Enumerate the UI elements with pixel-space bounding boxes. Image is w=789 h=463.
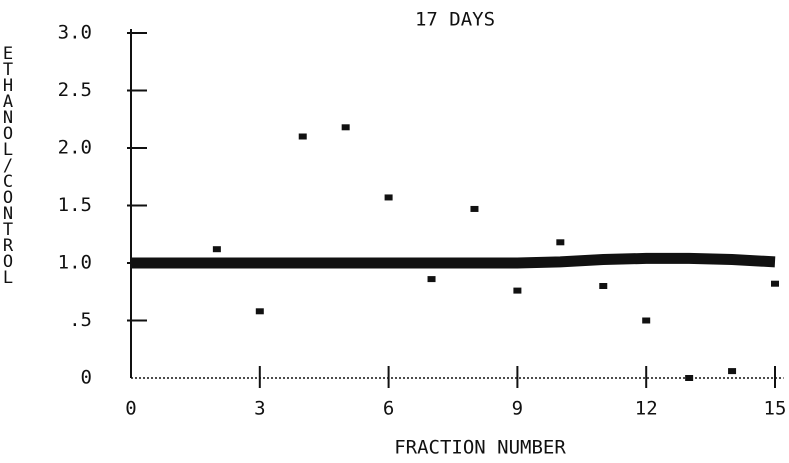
point [255, 308, 264, 315]
point [470, 205, 479, 212]
point [341, 124, 350, 131]
point [599, 283, 608, 289]
x-tick-label: 15 [764, 398, 787, 420]
point [685, 375, 694, 381]
chart-title: 17 DAYS [415, 9, 495, 31]
point [771, 280, 779, 287]
y-tick-label: 1.0 [58, 252, 92, 274]
point [212, 246, 221, 253]
x-tick-label: 12 [635, 398, 658, 420]
y-tick-label: 2.5 [58, 79, 92, 101]
point [642, 317, 651, 324]
point [728, 368, 737, 375]
point [427, 276, 436, 283]
y-tick-label: 1.5 [58, 194, 92, 216]
x-axis-label: FRACTION NUMBER [394, 437, 566, 459]
x-tick-label: 3 [254, 398, 265, 420]
point [513, 287, 522, 294]
point [298, 133, 307, 140]
y-tick-label: .5 [69, 309, 92, 331]
y-axis-label: ETHANOL/CONTROL [0, 44, 18, 284]
y-tick-label: 2.0 [58, 137, 92, 159]
point [556, 239, 565, 246]
y-tick-label: 0 [81, 367, 92, 389]
x-tick-label: 6 [383, 398, 394, 420]
point [384, 194, 393, 201]
y-tick-label: 3.0 [58, 22, 92, 44]
reference-line [131, 252, 776, 269]
x-tick-label: 9 [512, 398, 523, 420]
x-tick-label: 0 [125, 398, 136, 420]
